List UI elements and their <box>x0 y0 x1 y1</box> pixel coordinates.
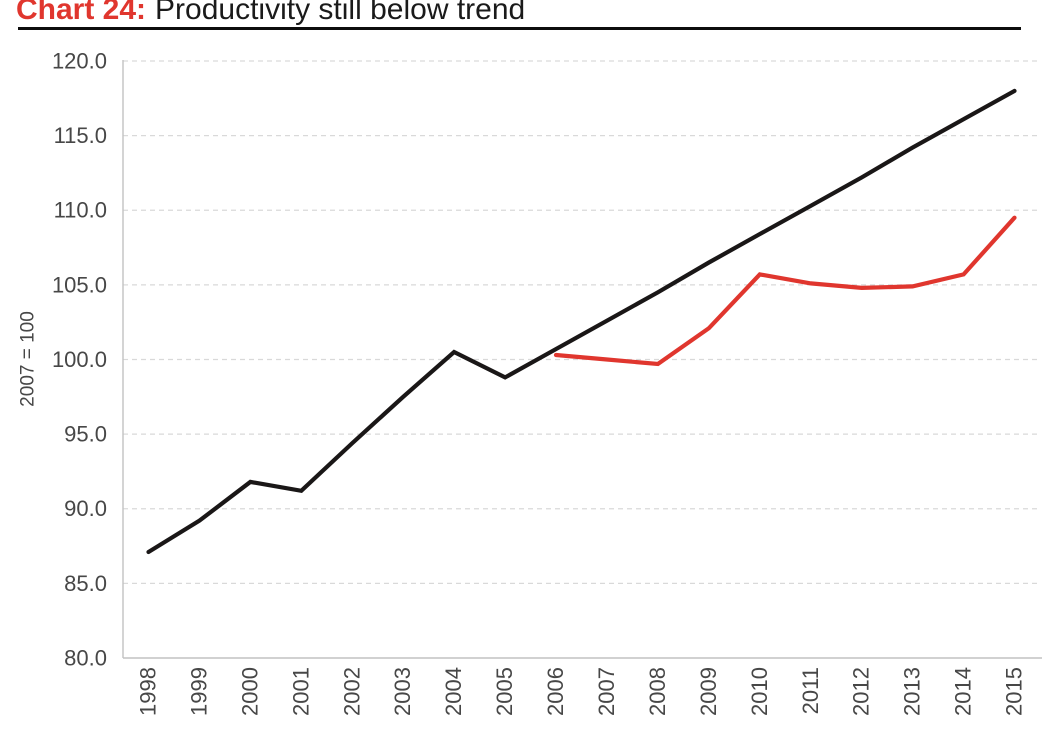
trend-line <box>146 88 1017 555</box>
x-tick-label: 1999 <box>186 667 211 716</box>
y-tick-label: 95.0 <box>64 422 107 447</box>
chart-title-number: Chart 24: <box>16 0 147 26</box>
axes-group <box>122 60 1042 659</box>
y-tick-label: 105.0 <box>52 272 107 297</box>
x-tick-label: 2007 <box>594 667 619 716</box>
y-tick-label: 120.0 <box>52 48 107 73</box>
y-tick-label: 80.0 <box>64 645 107 670</box>
y-tick-label: 100.0 <box>52 347 107 372</box>
x-tick-label: 2015 <box>1002 667 1027 716</box>
x-tick-label: 2008 <box>645 667 670 716</box>
x-tick-label: 2009 <box>696 667 721 716</box>
actual-line <box>553 215 1017 367</box>
x-tick-label: 2005 <box>492 667 517 716</box>
y-tick-label: 85.0 <box>64 571 107 596</box>
x-tick-label: 2002 <box>339 667 364 716</box>
x-tick-label: 2010 <box>747 667 772 716</box>
x-tick-label: 2011 <box>798 667 823 714</box>
x-tick-label: 2004 <box>441 667 466 716</box>
y-tick-label: 110.0 <box>54 198 107 223</box>
y-tick-label: 115.0 <box>54 123 107 148</box>
x-tick-label: 2013 <box>900 667 925 716</box>
chart-title: Chart 24: Productivity still below trend <box>16 0 525 26</box>
x-tick-labels-group: 1998 1999 2000 2001 2002 2003 2004 2005 2006 2007… <box>135 667 1026 716</box>
chart-title-text: Productivity still below trend <box>155 0 526 26</box>
x-tick-label: 2003 <box>390 667 415 716</box>
x-tick-label: 1998 <box>135 667 160 716</box>
series-group <box>146 88 1017 555</box>
gridlines-group <box>123 60 1040 584</box>
x-tick-label: 2012 <box>849 667 874 716</box>
title-divider-rule <box>18 27 1021 30</box>
x-tick-label: 2000 <box>237 667 262 716</box>
y-axis-title-group: 2007 = 100 <box>18 311 39 407</box>
y-tick-label: 90.0 <box>64 496 107 521</box>
x-tick-label: 2006 <box>543 667 568 716</box>
y-axis-title: 2007 = 100 <box>18 311 39 407</box>
x-tick-label: 2014 <box>951 667 976 716</box>
y-tick-labels-group: 80.0 85.0 90.0 95.0 100.0 105.0 110.0 115.0 120.… <box>52 48 107 670</box>
x-tick-label: 2001 <box>288 667 313 716</box>
